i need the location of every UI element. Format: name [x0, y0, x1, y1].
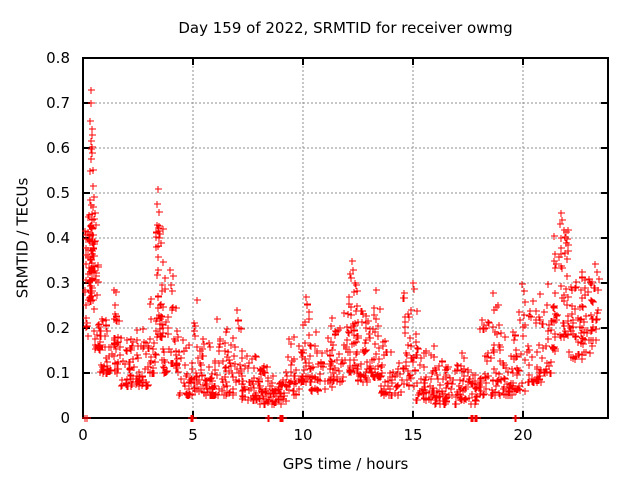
- x-tick-label: 15: [404, 426, 423, 444]
- y-tick-label: 0.3: [46, 274, 70, 292]
- chart-title: Day 159 of 2022, SRMTID for receiver owm…: [178, 19, 513, 37]
- y-tick-label: 0.2: [46, 319, 70, 337]
- y-tick-label: 0.1: [46, 364, 70, 382]
- x-tick-label: 20: [514, 426, 533, 444]
- y-tick-label: 0: [60, 409, 70, 427]
- x-tick-label: 10: [293, 426, 312, 444]
- y-tick-label: 0.5: [46, 184, 70, 202]
- x-tick-label: 0: [78, 426, 88, 444]
- x-tick-label: 5: [188, 426, 198, 444]
- y-tick-label: 0.8: [46, 49, 70, 67]
- plot-border: [82, 57, 609, 419]
- y-tick-label: 0.7: [46, 94, 70, 112]
- data-points: [82, 87, 603, 422]
- x-axis-label: GPS time / hours: [282, 455, 409, 473]
- y-tick-label: 0.4: [46, 229, 70, 247]
- y-tick-label: 0.6: [46, 139, 70, 157]
